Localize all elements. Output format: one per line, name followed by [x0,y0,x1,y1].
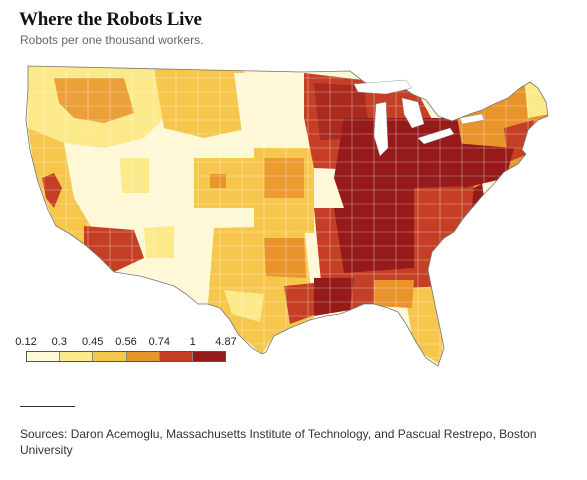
region-dakotas [234,73,304,148]
lake-superior [353,79,413,95]
region-maine [524,78,548,118]
legend-swatch [93,352,127,361]
region-idaho-montana [154,68,250,138]
region-south-texas [224,290,264,322]
lake-huron [401,97,425,129]
divider-rule [20,406,75,407]
legend-swatch [60,352,94,361]
region-utah-yellow [119,158,149,193]
legend-color-bar [26,351,226,362]
region-arizona-yellow [144,226,174,258]
legend-swatch [159,352,193,361]
country-outline [25,65,549,367]
source-note: Sources: Daron Acemoglu, Massachusetts I… [20,427,537,457]
legend-swatch [126,352,160,361]
region-north-florida [374,280,414,308]
chart-subtitle: Robots per one thousand workers. [20,33,204,47]
region-southern-california [84,226,144,272]
legend-swatch [27,352,61,361]
region-louisiana-mississippi [314,278,354,316]
legend-tick: 4.87 [215,336,237,348]
chart-title: Where the Robots Live [19,9,202,30]
region-washington-orange [54,78,134,123]
legend-tick: 0.12 [15,336,37,348]
legend-tick: 0.74 [148,336,171,348]
legend-swatch [192,352,226,361]
us-choropleth-map [25,65,549,367]
region-houston [284,283,320,324]
legend-tick: 1 [189,336,196,348]
region-bay-area [42,173,62,208]
region-carolinas [414,186,474,258]
legend-tick: 0.45 [81,336,104,348]
region-borders [26,66,548,366]
legend-tick-labels: 0.12 0.3 0.45 0.56 0.74 1 4.87 [15,336,236,351]
legend-tick: 0.3 [51,336,67,348]
legend-tick: 0.56 [115,336,137,348]
lake-erie [417,127,455,145]
lake-michigan [373,101,389,157]
lake-ontario [459,113,485,125]
region-plains-orange [264,158,304,198]
region-north-texas-orange [264,238,306,278]
great-lakes [353,79,485,157]
region-denver [210,174,226,188]
color-legend: 0.12 0.3 0.45 0.56 0.74 1 4.87 [15,336,237,362]
